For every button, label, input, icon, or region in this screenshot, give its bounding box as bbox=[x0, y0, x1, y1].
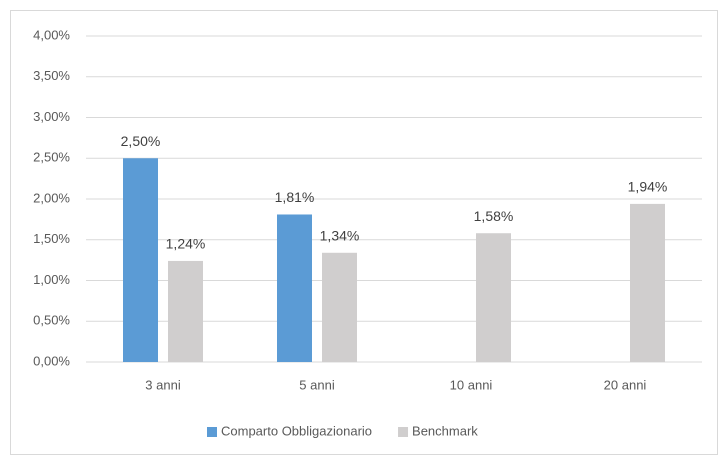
y-tick-label: 3,50% bbox=[33, 68, 70, 83]
data-label: 1,58% bbox=[474, 208, 514, 224]
legend-label: Comparto Obbligazionario bbox=[221, 423, 372, 438]
data-label: 1,34% bbox=[320, 227, 360, 243]
y-tick-label: 2,50% bbox=[33, 150, 70, 165]
bar bbox=[168, 260, 203, 362]
legend-label: Benchmark bbox=[412, 423, 478, 438]
bar bbox=[277, 214, 312, 362]
bar bbox=[476, 233, 511, 362]
data-label: 1,81% bbox=[275, 189, 315, 205]
data-label: 1,24% bbox=[166, 236, 206, 252]
y-tick-label: 2,00% bbox=[33, 190, 70, 205]
x-tick-label: 10 anni bbox=[450, 377, 493, 392]
data-label: 1,94% bbox=[628, 179, 668, 195]
legend-swatch bbox=[398, 427, 409, 437]
legend-swatch bbox=[207, 427, 217, 437]
y-tick-label: 1,50% bbox=[33, 231, 70, 246]
x-tick-label: 3 anni bbox=[145, 377, 181, 392]
y-tick-label: 0,00% bbox=[33, 353, 70, 368]
y-tick-label: 1,00% bbox=[33, 272, 70, 287]
data-label: 2,50% bbox=[121, 133, 161, 149]
x-tick-label: 5 anni bbox=[299, 377, 335, 392]
bar bbox=[322, 252, 357, 362]
bar bbox=[123, 158, 158, 362]
x-tick-label: 20 anni bbox=[604, 377, 647, 392]
bar bbox=[630, 203, 665, 362]
y-tick-label: 3,00% bbox=[33, 109, 70, 124]
y-tick-label: 4,00% bbox=[33, 27, 70, 42]
y-tick-label: 0,50% bbox=[33, 313, 70, 328]
